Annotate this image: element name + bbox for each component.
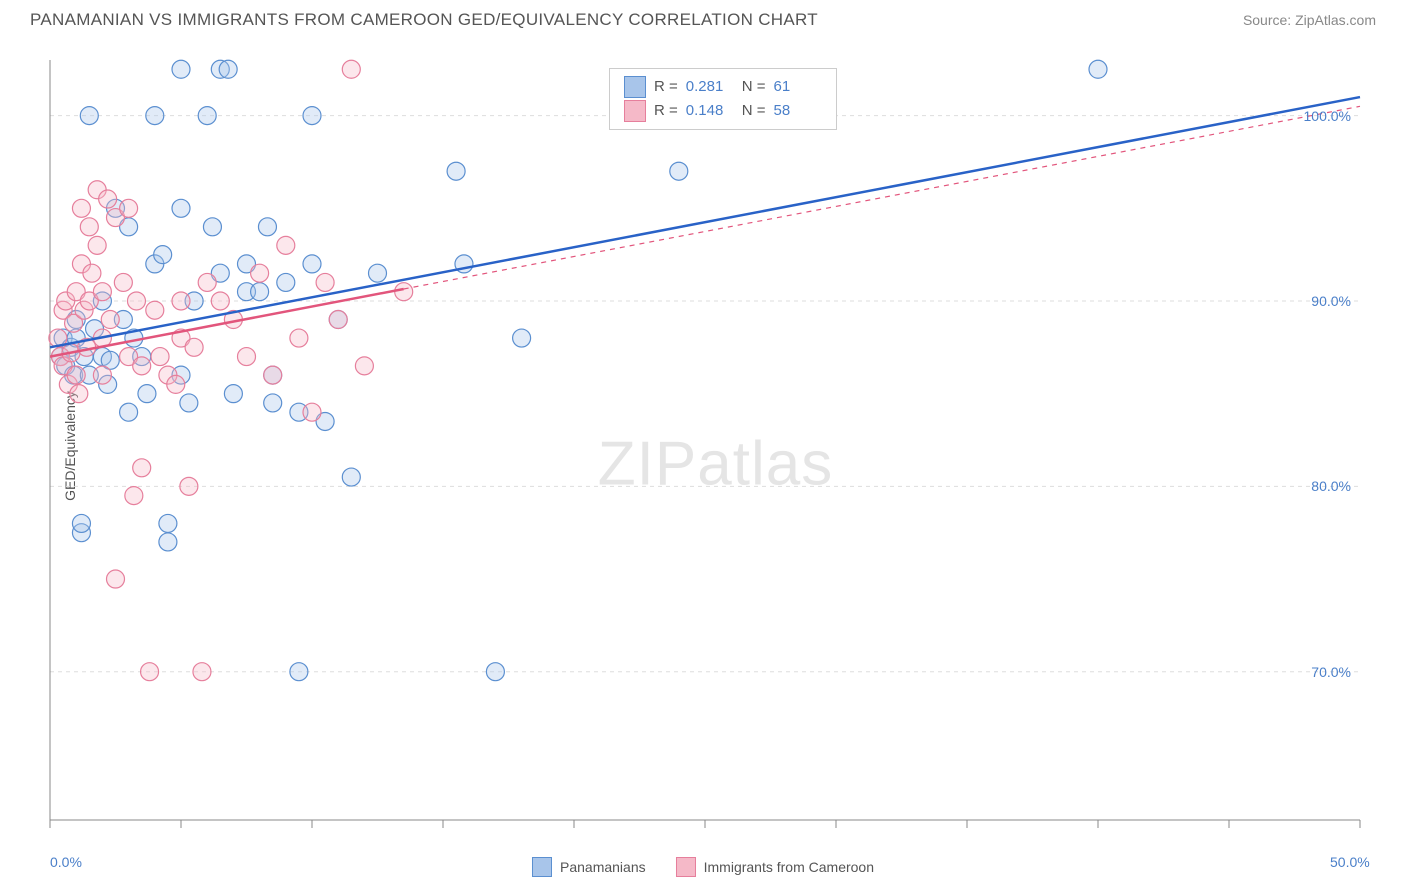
chart-area: ZIPatlas R =0.281N =61R =0.148N =58 70.0… — [50, 60, 1381, 837]
legend-row: R = 0.148 N = 58 — [624, 99, 822, 123]
source-attribution: Source: ZipAtlas.com — [1243, 12, 1376, 28]
r-value: 0.148 — [686, 99, 734, 123]
n-label: N = — [742, 99, 766, 123]
r-value: 0.281 — [686, 75, 734, 99]
r-label: R = — [654, 75, 678, 99]
correlation-legend: R = 0.281 N = 61 R = 0.148 N = 58 — [609, 68, 837, 130]
y-tick-label: 100.0% — [1304, 108, 1351, 124]
legend-swatch — [532, 857, 552, 877]
scatter-chart-svg — [50, 60, 1381, 837]
chart-title: PANAMANIAN VS IMMIGRANTS FROM CAMEROON G… — [30, 10, 818, 30]
legend-label: Immigrants from Cameroon — [704, 859, 874, 875]
x-tick-label: 0.0% — [50, 854, 82, 870]
legend-label: Panamanians — [560, 859, 646, 875]
legend-swatch — [624, 100, 646, 122]
legend-swatch — [676, 857, 696, 877]
legend-item: Panamanians — [532, 857, 646, 877]
y-tick-label: 80.0% — [1311, 478, 1351, 494]
n-value: 61 — [774, 75, 822, 99]
legend-swatch — [624, 76, 646, 98]
n-value: 58 — [774, 99, 822, 123]
y-tick-label: 70.0% — [1311, 664, 1351, 680]
x-tick-label: 50.0% — [1330, 854, 1370, 870]
series-legend: Panamanians Immigrants from Cameroon — [532, 857, 874, 877]
legend-item: Immigrants from Cameroon — [676, 857, 874, 877]
legend-row: R = 0.281 N = 61 — [624, 75, 822, 99]
r-label: R = — [654, 99, 678, 123]
n-label: N = — [742, 75, 766, 99]
y-tick-label: 90.0% — [1311, 293, 1351, 309]
